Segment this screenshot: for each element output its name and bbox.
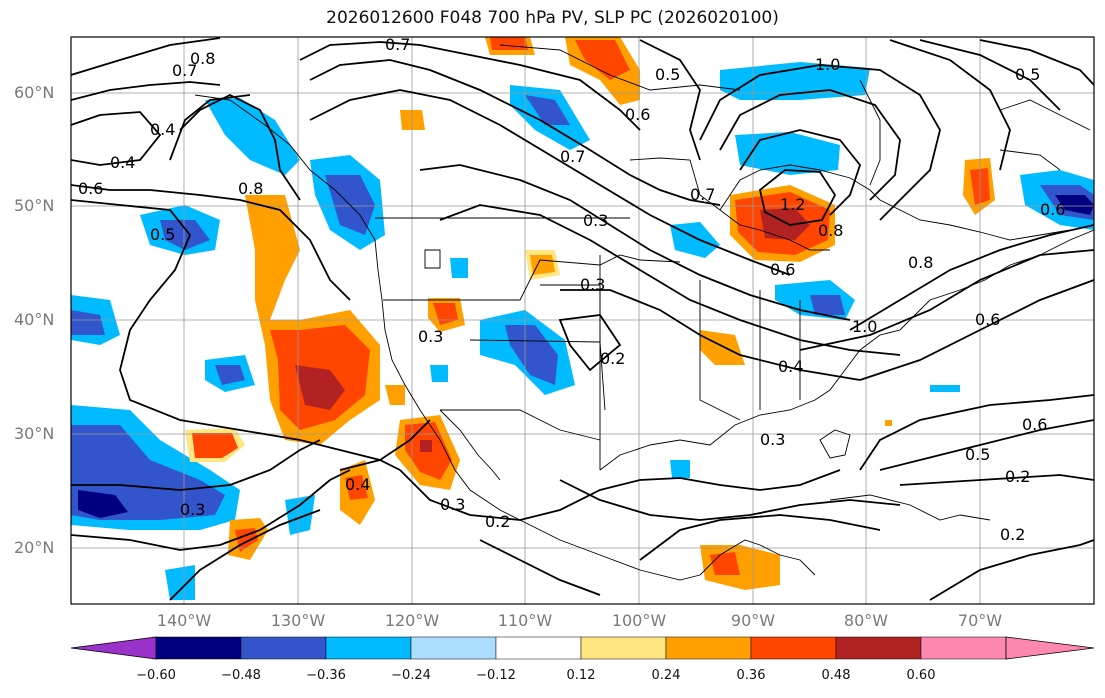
lat-label: 50°N: [14, 196, 55, 215]
colorbar-tick-label: 0.48: [821, 668, 851, 683]
colorbar-bin: [580, 636, 667, 660]
contour-labels: 0.7 0.8 0.7 0.5 0.4 0.6 0.8 0.7 0.6 0.3 …: [78, 35, 1065, 544]
colorbar-bin: [325, 636, 412, 660]
contour-label: 0.6: [625, 105, 650, 124]
lon-label: 140°W: [156, 611, 212, 630]
colorbar-bin: [410, 636, 497, 660]
slp-contours: [71, 37, 1094, 601]
lon-label: 90°W: [730, 611, 776, 630]
contour-label: 0.4: [110, 153, 135, 172]
colorbar: [70, 636, 1095, 660]
contour-label: 1.0: [815, 55, 840, 74]
colorbar-tick-label: 0.60: [906, 668, 936, 683]
contour-label: 0.2: [1000, 525, 1025, 544]
contour-label: 0.7: [690, 185, 715, 204]
lon-label: 80°W: [843, 611, 889, 630]
colorbar-tick-label: 0.36: [736, 668, 766, 683]
contour-label: 0.6: [78, 179, 103, 198]
contour-label: 0.2: [1005, 467, 1030, 486]
lon-label: 100°W: [611, 611, 667, 630]
colorbar-bin: [920, 636, 1007, 660]
contour-label: 0.8: [908, 253, 933, 272]
colorbar-tick-label: −0.24: [391, 668, 431, 683]
contour-label: 0.6: [975, 310, 1000, 329]
contour-label: 0.2: [485, 512, 510, 531]
lat-label: 20°N: [14, 538, 55, 557]
contour-label: 1.0: [852, 317, 877, 336]
lon-label: 130°W: [270, 611, 326, 630]
lon-label: 120°W: [384, 611, 440, 630]
contour-label: 0.8: [818, 221, 843, 240]
contour-label: 0.3: [440, 495, 465, 514]
lat-label: 60°N: [14, 83, 55, 102]
contour-label: 0.5: [965, 445, 990, 464]
colorbar-tick-label: 0.12: [566, 668, 596, 683]
colorbar-extend-low: [70, 636, 157, 660]
lon-label: 70°W: [957, 611, 1003, 630]
colorbar-extend-high: [1005, 636, 1095, 660]
contour-label: 0.6: [1040, 200, 1065, 219]
contour-label: 1.2: [780, 195, 805, 214]
colorbar-tick-label: −0.48: [221, 668, 261, 683]
contour-label: 0.6: [770, 260, 795, 279]
contour-label: 0.3: [418, 327, 443, 346]
map-title: 2026012600 F048 700 hPa PV, SLP PC (2026…: [326, 8, 779, 28]
contour-label: 0.5: [150, 225, 175, 244]
contour-label: 0.6: [1022, 415, 1047, 434]
contour-label: 0.4: [150, 120, 175, 139]
colorbar-bin: [665, 636, 752, 660]
colorbar-tick-label: −0.60: [136, 668, 176, 683]
contour-label: 0.7: [385, 35, 410, 54]
contour-label: 0.3: [760, 430, 785, 449]
graticule: [71, 37, 1094, 604]
colorbar-bin: [155, 636, 242, 660]
coastlines: [194, 44, 1094, 581]
contour-label: 0.8: [238, 179, 263, 198]
contour-label: 0.5: [655, 65, 680, 84]
contour-label: 0.7: [172, 61, 197, 80]
colorbar-bin: [835, 636, 922, 660]
lon-label: 110°W: [497, 611, 553, 630]
contour-label: 0.4: [778, 357, 803, 376]
contour-label: 0.3: [583, 211, 608, 230]
contour-label: 0.7: [560, 147, 585, 166]
contour-label: 0.5: [1015, 65, 1040, 84]
colorbar-tick-label: 0.24: [651, 668, 681, 683]
lat-label: 30°N: [14, 424, 55, 443]
pv-shading: [71, 37, 1094, 600]
colorbar-bin: [750, 636, 837, 660]
contour-label: 0.3: [580, 275, 605, 294]
contour-label: 0.2: [600, 349, 625, 368]
colorbar-tick-label: −0.12: [476, 668, 516, 683]
lat-label: 40°N: [14, 310, 55, 329]
colorbar-bin: [240, 636, 327, 660]
contour-label: 0.8: [190, 49, 215, 68]
contour-label: 0.3: [180, 500, 205, 519]
colorbar-tick-label: −0.36: [306, 668, 346, 683]
colorbar-bin: [495, 636, 582, 660]
contour-label: 0.4: [345, 475, 370, 494]
plot-frame: [70, 36, 1095, 605]
